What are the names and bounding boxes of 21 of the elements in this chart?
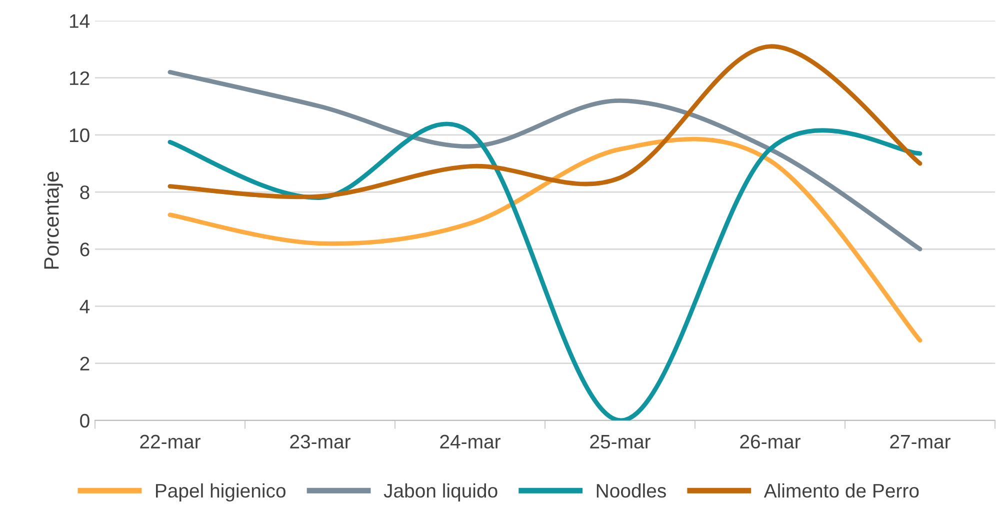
- y-tick-label: 0: [80, 414, 90, 428]
- y-tick-label: 10: [70, 128, 90, 142]
- y-axis-title: Porcentaje: [44, 172, 63, 269]
- x-tick-label: 22-mar: [140, 434, 200, 449]
- line-series: [168, 70, 922, 252]
- y-tick-label: 2: [80, 356, 90, 370]
- legend-label: Papel higienico: [156, 483, 286, 502]
- y-tick-label: 8: [80, 186, 90, 200]
- y-tick-label: 12: [70, 71, 90, 85]
- legend-label: Alimento de Perro: [764, 483, 919, 498]
- x-tick-label: 23-mar: [290, 434, 350, 449]
- x-tick-label: 26-mar: [740, 434, 800, 449]
- y-tick-label: 14: [70, 14, 90, 28]
- legend-label: Jabon liquido: [384, 483, 498, 502]
- x-tick-label: 27-mar: [890, 434, 950, 449]
- line-series: [168, 44, 922, 200]
- legend-label: Noodles: [596, 483, 666, 498]
- y-tick-label: 6: [80, 242, 90, 256]
- x-tick-label: 25-mar: [590, 434, 650, 449]
- x-tick-label: 24-mar: [440, 434, 500, 449]
- y-tick-label: 4: [80, 300, 90, 314]
